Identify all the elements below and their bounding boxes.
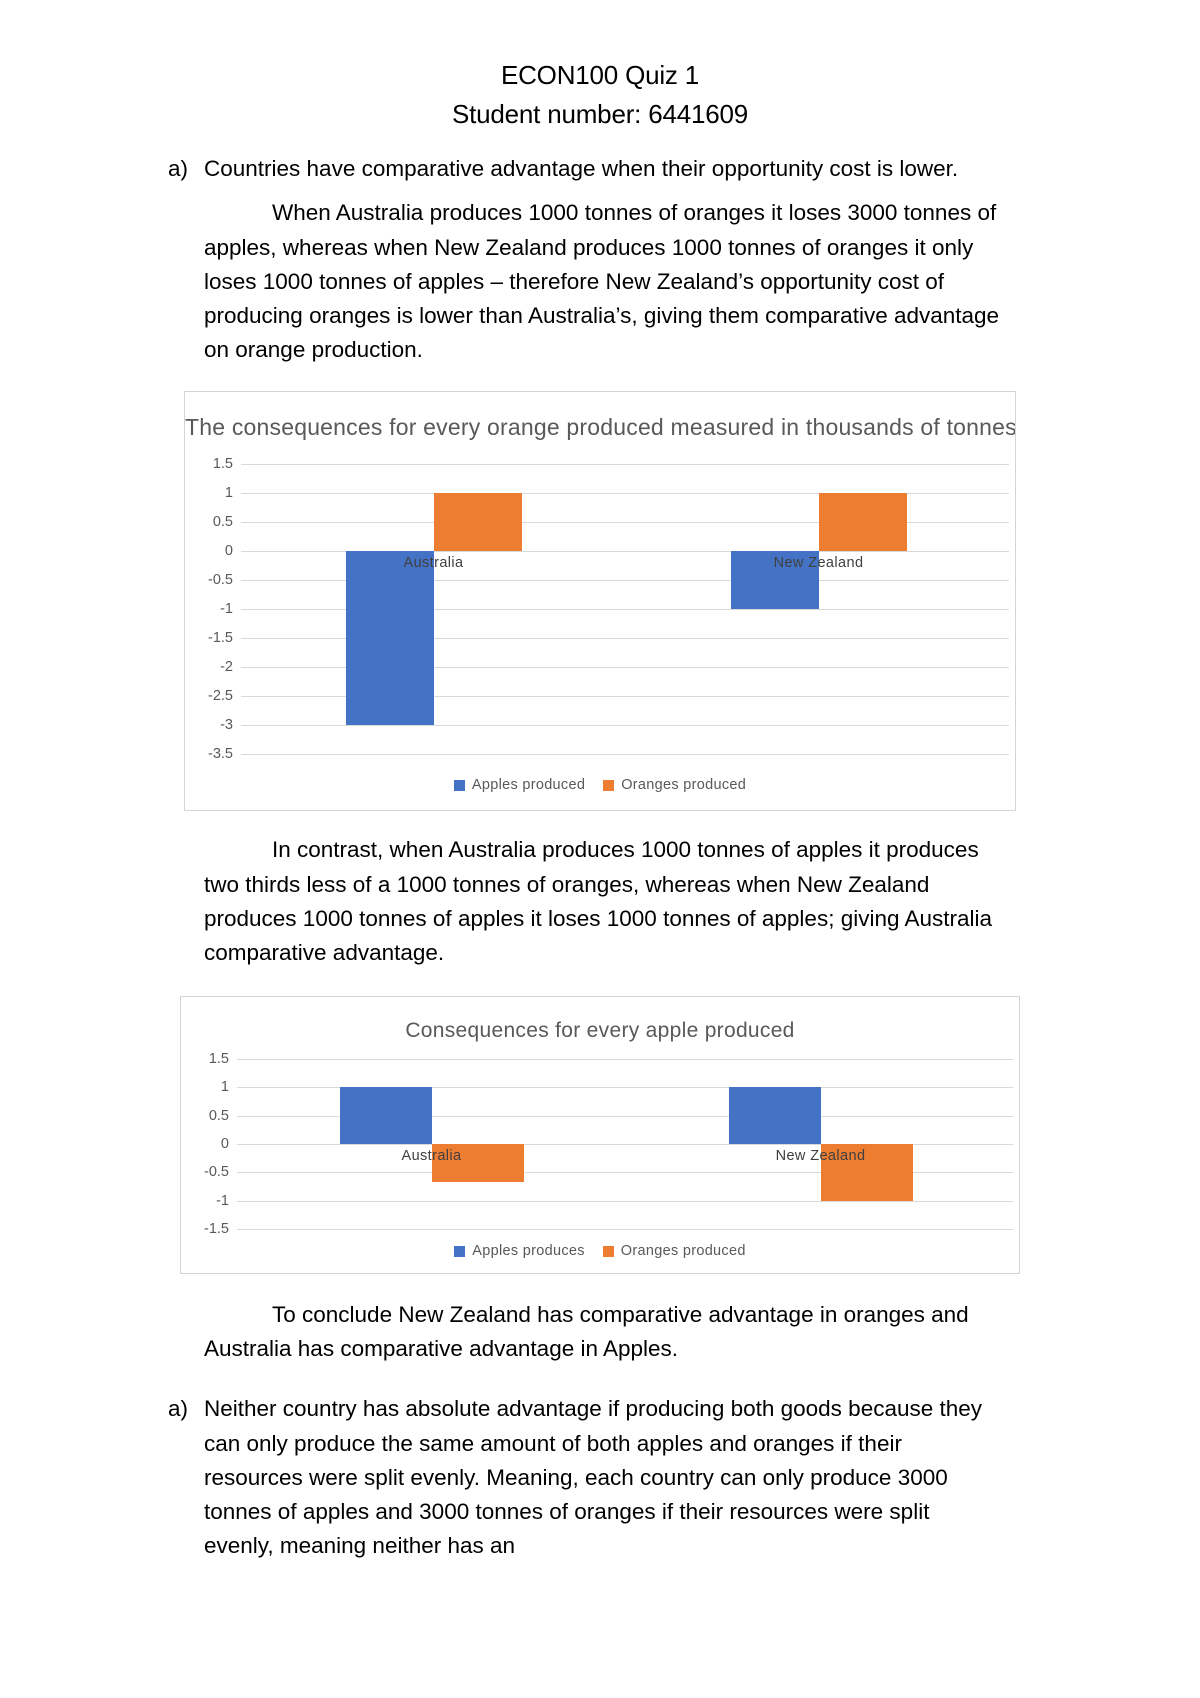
y-tick-label: -1.5 — [208, 630, 233, 647]
gridline — [241, 493, 1009, 495]
chart2-legend: Apples produces Oranges produced — [181, 1243, 1019, 1259]
category-label: Australia — [401, 1148, 462, 1165]
bar-new-zealand-apples — [728, 1087, 821, 1145]
gridline — [241, 522, 1009, 524]
paragraph-1-text: When Australia produces 1000 tonnes of o… — [204, 200, 1000, 363]
category-label: New Zealand — [773, 555, 864, 572]
list-item-b-text: Neither country has absolute advantage i… — [204, 1396, 983, 1559]
gridline — [237, 1200, 1013, 1202]
chart2-title: Consequences for every apple produced — [405, 1019, 795, 1043]
gridline — [241, 464, 1009, 466]
y-tick-label: -2.5 — [208, 688, 233, 705]
y-tick-label: -3 — [220, 717, 233, 734]
list-marker-a: a) — [168, 156, 189, 182]
legend-label: Apples produces — [472, 1243, 585, 1260]
gridline — [241, 580, 1009, 582]
bar-australia-apples — [339, 1087, 432, 1145]
y-tick-label: 0 — [220, 1136, 229, 1153]
legend-swatch-icon — [602, 1245, 614, 1257]
y-tick-label: -1 — [216, 1192, 229, 1209]
bar-australia-oranges — [431, 1144, 524, 1182]
y-axis-labels: 1.5 1 0.5 0 -0.5 -1 -1.5 — [181, 1051, 237, 1237]
y-tick-label: -0.5 — [204, 1164, 229, 1181]
chart1-title: The consequences for every orange produc… — [185, 414, 1016, 441]
y-axis-labels: 1.5 1 0.5 0 -0.5 -1 -1.5 -2 -2.5 -3 -3.5 — [185, 456, 241, 762]
legend-item[interactable]: Oranges produced — [602, 1243, 746, 1260]
bar-new-zealand-oranges — [820, 1144, 913, 1201]
y-tick-label: -3.5 — [208, 746, 233, 763]
list-item-a-text: Countries have comparative advantage whe… — [204, 156, 959, 182]
paragraph-3: To conclude New Zealand has comparative … — [0, 1298, 1200, 1366]
y-tick-label: 0.5 — [208, 1107, 229, 1124]
chart-apple-consequences: Consequences for every apple produced 1.… — [180, 996, 1020, 1275]
gridline — [237, 1115, 1013, 1117]
category-label: New Zealand — [775, 1148, 866, 1165]
gridline — [237, 1229, 1013, 1231]
gridline — [237, 1087, 1013, 1089]
paragraph-2-text: In contrast, when Australia produces 100… — [204, 837, 993, 965]
legend-item[interactable]: Apples produced — [453, 777, 586, 794]
gridline — [237, 1172, 1013, 1174]
y-tick-label: 1.5 — [212, 456, 233, 473]
gridline — [241, 725, 1009, 727]
list-item-b: a) Neither country has absolute advantag… — [0, 1392, 1200, 1563]
legend-swatch-icon — [454, 1245, 466, 1257]
student-number: Student number: 6441609 — [451, 99, 749, 130]
y-tick-label: 0 — [224, 543, 233, 560]
legend-label: Oranges produced — [621, 777, 747, 794]
legend-swatch-icon — [453, 779, 465, 791]
gridline — [241, 667, 1009, 669]
y-tick-label: -1.5 — [204, 1221, 229, 1238]
chart1-plot-area: 1.5 1 0.5 0 -0.5 -1 -1.5 -2 -2.5 -3 -3.5 Australia N… — [185, 456, 1015, 762]
gridline — [241, 638, 1009, 640]
gridline — [241, 609, 1009, 611]
legend-item[interactable]: Apples produces — [454, 1243, 585, 1259]
gridline — [237, 1059, 1013, 1061]
y-tick-label: -1 — [220, 601, 233, 618]
gridline — [241, 551, 1009, 553]
bar-australia-apples — [345, 551, 434, 726]
category-label: Australia — [403, 555, 464, 572]
bar-new-zealand-oranges — [818, 493, 907, 552]
chart-orange-consequences: The consequences for every orange produc… — [184, 391, 1016, 812]
gridline — [237, 1144, 1013, 1146]
list-item-a: a) Countries have comparative advantage … — [0, 152, 1200, 186]
gridline — [241, 754, 1009, 756]
gridline — [241, 696, 1009, 698]
paragraph-1: When Australia produces 1000 tonnes of o… — [0, 196, 1200, 367]
paragraph-3-text: To conclude New Zealand has comparative … — [204, 1302, 969, 1362]
chart1-legend: Apples produced Oranges produced — [185, 777, 1015, 793]
legend-item[interactable]: Oranges produced — [603, 777, 746, 793]
legend-label: Apples produced — [471, 777, 586, 794]
y-tick-label: 1 — [224, 485, 233, 502]
bar-australia-oranges — [433, 493, 522, 552]
y-tick-label: 1 — [220, 1079, 229, 1096]
chart2-plot-area: 1.5 1 0.5 0 -0.5 -1 -1.5 Australia New Zealand — [181, 1051, 1019, 1237]
y-tick-label: -2 — [220, 659, 233, 676]
page-title: ECON100 Quiz 1 — [500, 60, 700, 90]
y-tick-label: 0.5 — [212, 514, 233, 531]
legend-label: Oranges produced — [620, 1243, 746, 1260]
legend-swatch-icon — [603, 779, 615, 791]
y-tick-label: 1.5 — [208, 1051, 229, 1068]
paragraph-2: In contrast, when Australia produces 100… — [0, 833, 1200, 970]
y-tick-label: -0.5 — [208, 572, 233, 589]
list-marker-b: a) — [168, 1396, 189, 1422]
bar-new-zealand-apples — [730, 551, 819, 610]
